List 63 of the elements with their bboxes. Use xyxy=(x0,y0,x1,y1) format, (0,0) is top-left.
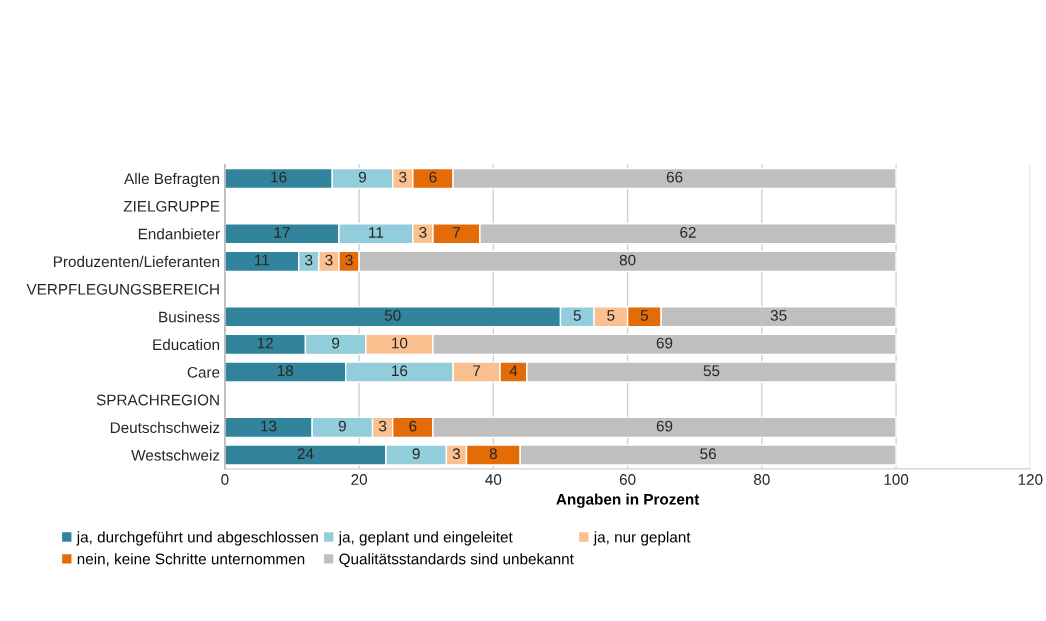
data-label: 24 xyxy=(297,448,314,459)
data-label: 66 xyxy=(666,171,683,183)
legend-label: ja, nur geplant xyxy=(593,531,691,546)
data-label: 3 xyxy=(345,254,353,266)
y-tick-label: SPRACHREGION xyxy=(96,394,219,406)
data-label: 9 xyxy=(338,420,346,432)
x-tick-label: 80 xyxy=(754,474,770,485)
data-label: 5 xyxy=(607,310,615,321)
data-label: 16 xyxy=(392,365,408,377)
data-label: 69 xyxy=(656,337,673,349)
y-tick-label: Alle Befragten xyxy=(124,172,220,188)
data-label: 9 xyxy=(412,448,420,460)
data-label: 3 xyxy=(378,420,387,432)
data-label: 3 xyxy=(419,227,427,238)
y-tick-label: Produzenten/Lieferanten xyxy=(53,255,220,268)
data-label: 5 xyxy=(573,310,581,321)
y-tick-label: Care xyxy=(187,366,220,378)
data-label: 3 xyxy=(452,448,461,460)
x-tick-label: 120 xyxy=(1018,474,1043,485)
data-label: 13 xyxy=(261,420,277,432)
y-tick-label: Deutschschweiz xyxy=(110,421,220,434)
legend-label: ja, geplant und eingeleitet xyxy=(338,531,513,546)
x-tick-label: 100 xyxy=(884,474,909,485)
data-label: 11 xyxy=(369,227,384,238)
y-tick-label: Education xyxy=(153,338,220,351)
data-label: 35 xyxy=(770,309,787,321)
data-label: 69 xyxy=(656,420,673,432)
data-label: 6 xyxy=(429,171,437,183)
data-label: 7 xyxy=(473,365,481,376)
data-label: 6 xyxy=(409,420,417,432)
data-label: 10 xyxy=(392,337,408,349)
data-label: 3 xyxy=(399,171,407,183)
data-label: 56 xyxy=(700,448,716,460)
data-label: 80 xyxy=(619,254,636,266)
x-tick-label: 40 xyxy=(485,474,502,485)
data-label: 8 xyxy=(489,448,497,460)
data-label: 62 xyxy=(680,227,696,238)
data-label: 12 xyxy=(257,337,273,349)
data-label: 5 xyxy=(640,310,648,321)
data-label: 9 xyxy=(358,171,367,183)
y-tick-label: VERPFLEGUNGSBEREICH xyxy=(26,283,219,295)
y-tick-label: ZIELGRUPPE xyxy=(123,200,220,212)
x-tick-label: 0 xyxy=(221,474,229,485)
x-axis-title: Angaben in Prozent xyxy=(556,493,700,508)
data-label: 50 xyxy=(384,309,401,321)
x-tick-label: 20 xyxy=(351,474,368,485)
y-tick-label: Business xyxy=(159,311,220,323)
data-label: 4 xyxy=(509,365,518,376)
y-tick-label: Endanbieter xyxy=(138,228,220,240)
legend-label: Qualitätsstandards sind unbekannt xyxy=(339,553,574,568)
y-tick-label: Westschweiz xyxy=(131,449,220,461)
data-label: 3 xyxy=(305,254,313,266)
data-label: 3 xyxy=(325,254,333,266)
data-label: 11 xyxy=(255,254,269,266)
legend-label: ja, durchgeführt und abgeschlossen xyxy=(76,531,318,546)
legend-label: nein, keine Schritte unternommen xyxy=(77,553,305,567)
data-label: 16 xyxy=(271,171,287,183)
data-label: 55 xyxy=(703,365,720,377)
data-label: 18 xyxy=(277,365,294,377)
data-label: 7 xyxy=(452,227,460,238)
data-label: 9 xyxy=(332,337,340,349)
data-label: 17 xyxy=(274,227,290,238)
x-tick-label: 60 xyxy=(619,474,636,485)
